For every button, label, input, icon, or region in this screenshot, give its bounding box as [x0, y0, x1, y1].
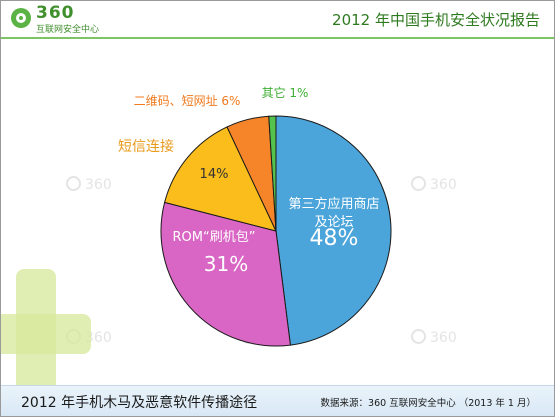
slice-rom-flash-pack-value: 31%: [204, 252, 248, 276]
logo-number: 360: [36, 3, 75, 23]
header-bar: 360 互联网安全中心 2012 年中国手机安全状况报告: [1, 1, 554, 39]
watermark: 360: [66, 329, 112, 346]
watermark: 360: [411, 329, 457, 346]
data-source: 数据来源：360 互联网安全中心 （2013 年 1 月）: [320, 398, 536, 409]
slice-qr-short-url-label: 二维码、短网址 6%: [134, 94, 241, 108]
logo-subtitle: 互联网安全中心: [36, 25, 100, 35]
slice-other-label: 其它 1%: [262, 85, 309, 100]
slice-rom-flash-pack-label: ROM“刷机包”: [173, 230, 256, 245]
slice-third-party-stores: [275, 115, 392, 346]
slice-sms-links: [164, 126, 277, 232]
plus-logo-decoration: [1, 269, 91, 399]
slice-rom-flash-pack: [160, 201, 291, 347]
chart-caption: 2012 年手机木马及恶意软件传播途径: [21, 395, 258, 411]
watermark: 360: [411, 176, 457, 193]
slice-third-party-stores-value: 48%: [310, 226, 359, 251]
slice-third-party-stores-label: 第三方应用商店: [288, 196, 379, 212]
slice-other: [268, 115, 277, 232]
footer-bar: 2012 年手机木马及恶意软件传播途径 数据来源：360 互联网安全中心 （20…: [1, 385, 554, 416]
logo-circle-icon: [11, 8, 31, 28]
brand-logo: 360 互联网安全中心: [11, 3, 161, 35]
slice-sms-links-value: 14%: [200, 167, 229, 182]
slice-third-party-stores-label: 及论坛: [314, 215, 353, 230]
watermark: 360: [66, 176, 112, 193]
slice-sms-links-label: 短信连接: [118, 138, 174, 155]
page-title: 2012 年中国手机安全状况报告: [332, 11, 540, 29]
